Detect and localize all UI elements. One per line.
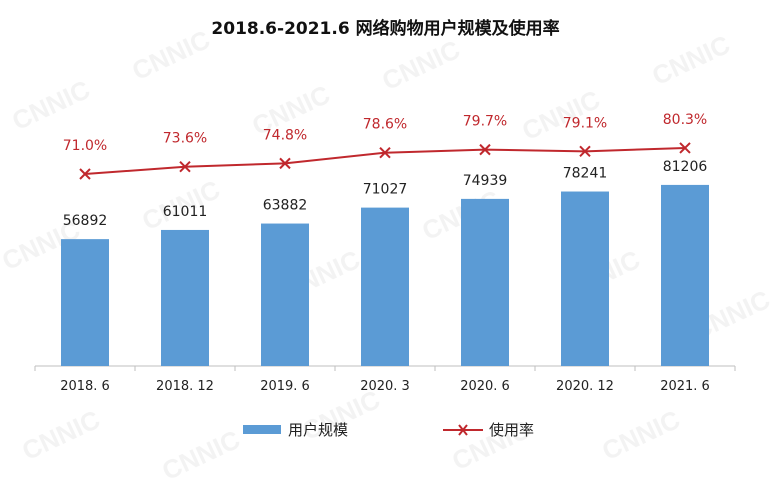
line-marker <box>379 147 391 159</box>
line-marker <box>679 142 691 154</box>
line-label: 79.7% <box>463 114 507 130</box>
bar-label: 74939 <box>463 173 508 189</box>
x-tick-label: 2018. 12 <box>156 379 214 394</box>
x-tick-label: 2020. 6 <box>460 379 510 394</box>
bar <box>61 239 109 366</box>
x-tick-label: 2020. 3 <box>360 379 410 394</box>
legend-bar-swatch <box>243 425 281 434</box>
legend-line-label: 使用率 <box>489 421 534 439</box>
line-label: 80.3% <box>663 112 707 128</box>
bar-label: 63882 <box>263 198 308 214</box>
line-marker <box>579 145 591 158</box>
line-label: 78.6% <box>363 117 407 133</box>
line-label: 79.1% <box>563 115 607 131</box>
bar <box>561 191 609 366</box>
line-label: 71.0% <box>63 138 107 154</box>
bar <box>161 229 209 366</box>
line-marker <box>279 157 291 170</box>
line-marker <box>79 168 91 180</box>
bar-label: 81206 <box>663 159 708 175</box>
bar-label: 61011 <box>163 204 208 220</box>
line-marker <box>479 143 491 156</box>
x-tick-label: 2019. 6 <box>260 379 310 394</box>
bar-label: 78241 <box>563 166 608 182</box>
x-tick-label: 2018. 6 <box>60 379 110 394</box>
line-marker <box>179 161 191 173</box>
bar <box>661 184 709 366</box>
legend-bar-label: 用户规模 <box>288 421 348 439</box>
bar-label: 56892 <box>63 213 108 229</box>
line-label: 74.8% <box>263 127 307 143</box>
x-tick-label: 2020. 12 <box>556 379 614 394</box>
line-label: 73.6% <box>163 131 207 147</box>
bar <box>361 207 409 366</box>
bar-label: 71027 <box>363 182 408 198</box>
bar <box>261 223 309 366</box>
legend-line-marker <box>458 424 468 436</box>
chart-title: 2018.6-2021.6 网络购物用户规模及使用率 <box>211 19 560 39</box>
x-tick-label: 2021. 6 <box>660 379 710 394</box>
bar <box>461 198 509 366</box>
